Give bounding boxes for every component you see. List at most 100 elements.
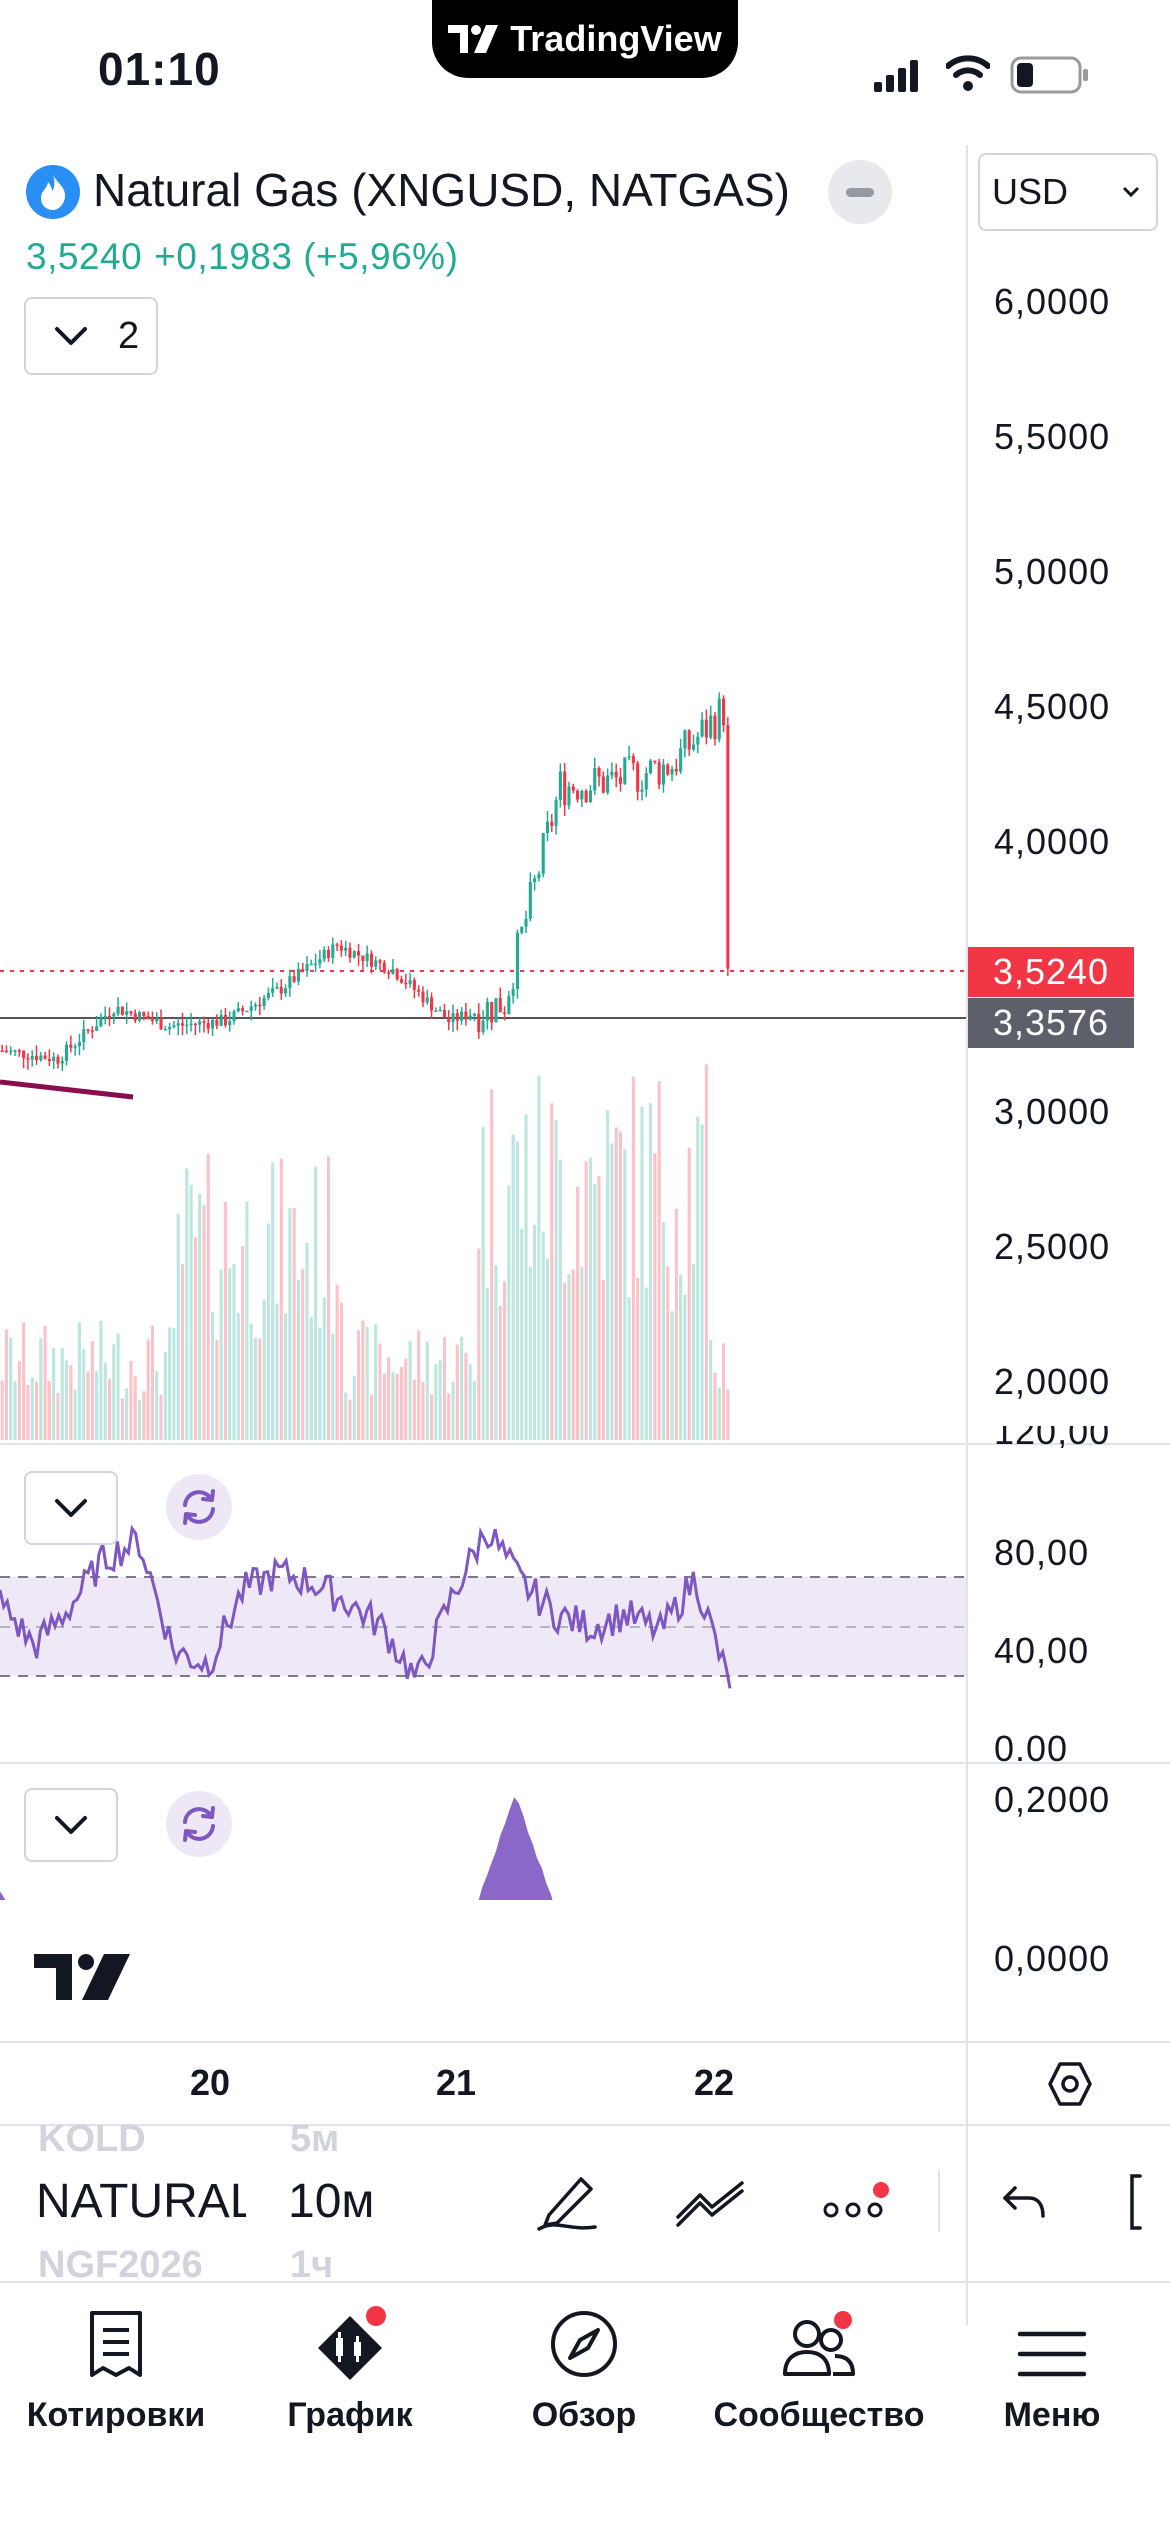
candle-body [369, 953, 373, 967]
nav-item-overview[interactable]: Обзор [512, 2298, 656, 2435]
candle-body [95, 1026, 99, 1031]
volume-bar [588, 1157, 592, 1440]
nav-item-menu[interactable]: Меню [984, 2298, 1120, 2435]
candle-body [541, 833, 545, 874]
volume-bar [275, 1303, 279, 1440]
pane-separator-oscillator[interactable] [0, 1762, 1170, 1764]
candle-body [211, 1020, 215, 1029]
oscillator-pane-toggle-button[interactable] [24, 1788, 118, 1862]
volume-bar [640, 1106, 644, 1440]
candle-body [481, 1020, 485, 1033]
candle-body [284, 988, 288, 994]
price-change: +0,1983 (+5,96%) [154, 236, 459, 277]
wifi-icon [946, 55, 990, 91]
nav-item-quotes[interactable]: Котировки [26, 2298, 206, 2435]
candle-body [99, 1018, 103, 1027]
nav-item-chart[interactable]: График [262, 2298, 438, 2435]
next-symbol[interactable]: NGF2026 [38, 2244, 203, 2286]
symbol-selector[interactable]: NATURAL [36, 2175, 246, 2228]
candle-body [60, 1060, 64, 1064]
oscillator-sync-button[interactable] [166, 1791, 232, 1857]
rsi-sync-button[interactable] [166, 1474, 232, 1540]
candle-body [348, 947, 352, 958]
chart-settings-icon[interactable] [1044, 2058, 1096, 2110]
candle-body [9, 1050, 13, 1053]
candle-body [528, 882, 532, 919]
symbol-minimize-button[interactable] [828, 160, 892, 224]
volume-bar [43, 1325, 47, 1440]
pane-separator-rsi[interactable] [0, 1443, 1170, 1445]
candle-body [120, 1006, 124, 1015]
candle-body [700, 719, 704, 737]
tradingview-watermark-icon [34, 1954, 130, 2000]
toolbar-divider [938, 2170, 940, 2232]
candle-body [172, 1025, 176, 1028]
volume-bar [241, 1246, 245, 1440]
candle-body [593, 767, 597, 791]
currency-select[interactable]: USD [978, 153, 1158, 231]
candle-body [73, 1046, 77, 1048]
candle-body [687, 730, 691, 750]
price-axis-label: 6,0000 [994, 281, 1111, 322]
more-tools-button[interactable] [820, 2166, 892, 2238]
symbol-title[interactable]: Natural Gas (XNGUSD, NATGAS) [93, 164, 790, 216]
volume-bar [713, 1372, 717, 1440]
rsi-axis-label: 40,00 [994, 1630, 1090, 1671]
candle-body [90, 1030, 94, 1032]
trend-tools-button[interactable] [674, 2166, 746, 2238]
candle-body [533, 878, 537, 883]
undo-button[interactable] [988, 2166, 1060, 2238]
volume-bar [726, 1389, 730, 1440]
volume-bar [262, 1299, 266, 1440]
candle-body [614, 771, 618, 778]
volume-bar [434, 1363, 438, 1440]
volume-bar [4, 1329, 8, 1440]
nav-item-community[interactable]: Сообщество [704, 2298, 934, 2435]
volume-bar [606, 1110, 610, 1440]
candle-body [292, 976, 296, 982]
candle-body [666, 764, 670, 775]
candle-body [155, 1019, 159, 1022]
previous-symbol[interactable]: KOLD [38, 2118, 146, 2160]
candle-body [460, 1011, 464, 1021]
candle-body [511, 989, 515, 997]
volume-bar [206, 1153, 210, 1440]
price-axis-label: 5,0000 [994, 551, 1111, 592]
volume-bar [69, 1364, 73, 1440]
time-axis-label: 21 [436, 2062, 477, 2103]
candle-body [571, 786, 575, 791]
candle-body [357, 951, 361, 956]
candle-body [133, 1013, 137, 1021]
volume-bar [464, 1352, 468, 1440]
volume-bar [631, 1076, 635, 1440]
drawing-tool-button[interactable] [532, 2166, 604, 2238]
rsi-axis-label: 80,00 [994, 1532, 1090, 1573]
candle-body [588, 790, 592, 803]
volume-bar [584, 1161, 588, 1440]
volume-bar [614, 1127, 618, 1440]
volume-bar [704, 1064, 708, 1440]
indicators-collapse-button[interactable]: 2 [24, 297, 158, 375]
volume-bar [382, 1373, 386, 1440]
candle-body [26, 1058, 30, 1060]
volume-bar [378, 1343, 382, 1440]
volume-bar [408, 1340, 412, 1440]
candle-body [554, 799, 558, 826]
volume-bar [361, 1320, 365, 1440]
previous-interval[interactable]: 5м [290, 2118, 340, 2160]
trend-line[interactable] [0, 1079, 134, 1100]
interval-selector[interactable]: 10м [288, 2175, 375, 2228]
next-interval[interactable]: 1ч [290, 2244, 334, 2286]
candle-body [318, 959, 322, 964]
candle-body [606, 775, 610, 793]
price-chart[interactable] [0, 0, 966, 1900]
fullscreen-button[interactable] [1126, 2166, 1170, 2238]
price-axis-label: 4,0000 [994, 821, 1111, 862]
candle-body [266, 992, 270, 998]
rsi-pane-toggle-button[interactable] [24, 1471, 118, 1545]
candle-body [301, 968, 305, 972]
signal-icon [874, 60, 918, 92]
candle-body [683, 730, 687, 749]
volume-bar [39, 1338, 43, 1440]
candle-body [636, 763, 640, 792]
